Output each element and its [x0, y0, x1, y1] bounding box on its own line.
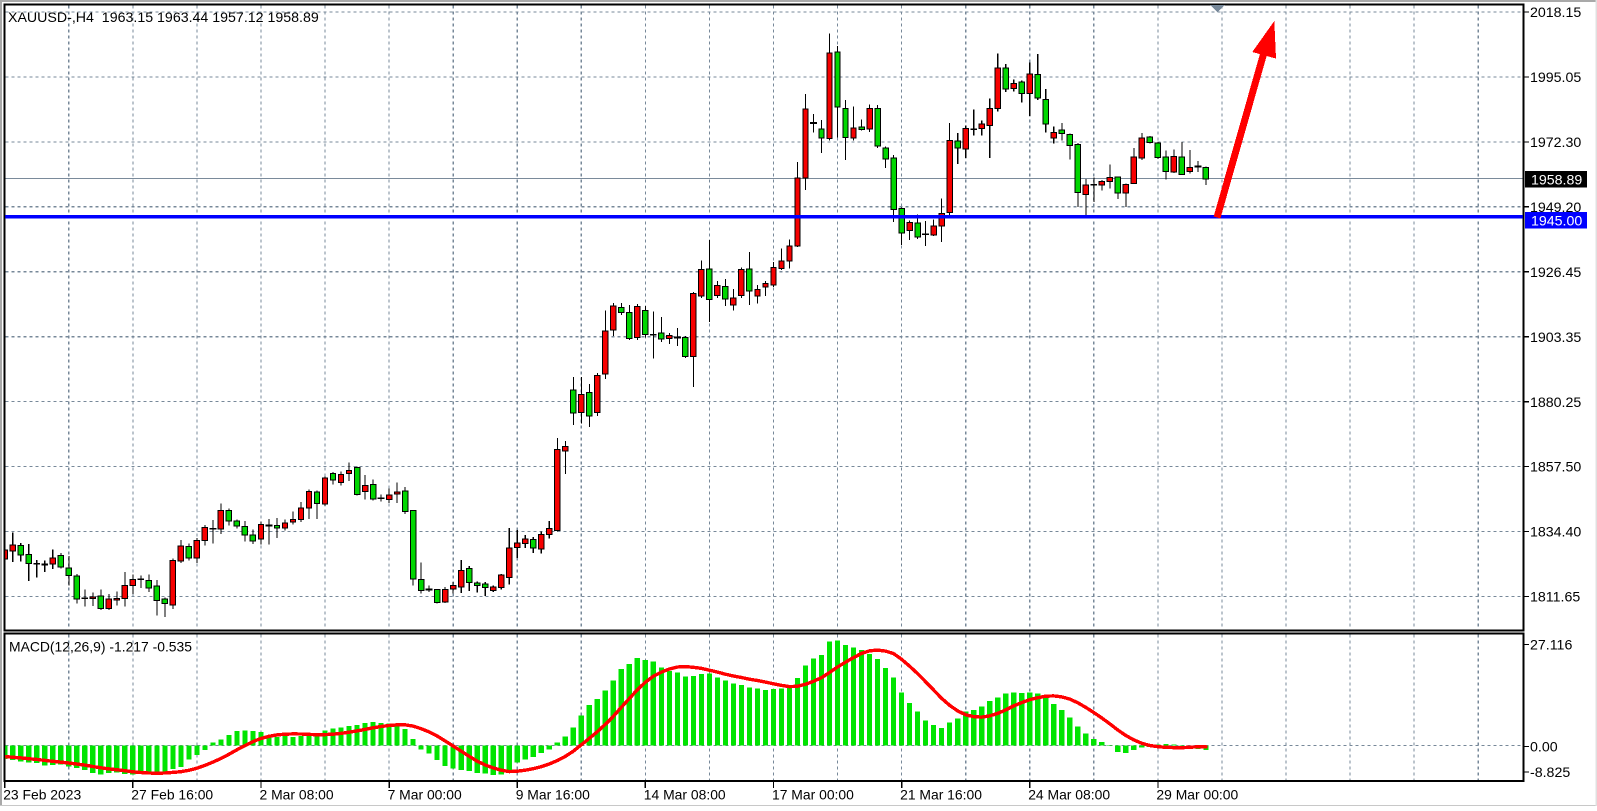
svg-text:7 Mar 00:00: 7 Mar 00:00: [388, 787, 462, 803]
svg-text:2018.15: 2018.15: [1530, 5, 1581, 21]
svg-text:9 Mar 16:00: 9 Mar 16:00: [516, 787, 590, 803]
svg-text:17 Mar 00:00: 17 Mar 00:00: [772, 787, 854, 803]
svg-text:1811.65: 1811.65: [1530, 590, 1580, 606]
svg-text:1926.45: 1926.45: [1530, 265, 1581, 281]
svg-text:1903.35: 1903.35: [1530, 330, 1581, 346]
svg-text:1958.89: 1958.89: [1531, 172, 1582, 188]
svg-text:2 Mar 08:00: 2 Mar 08:00: [260, 787, 334, 803]
svg-text:27.116: 27.116: [1530, 638, 1572, 654]
svg-text:1949.20: 1949.20: [1530, 200, 1581, 216]
svg-text:MACD(12,26,9) -1.217 -0.535: MACD(12,26,9) -1.217 -0.535: [9, 639, 192, 655]
svg-text:23 Feb 2023: 23 Feb 2023: [3, 787, 81, 803]
svg-text:1834.40: 1834.40: [1530, 525, 1581, 541]
svg-text:14 Mar 08:00: 14 Mar 08:00: [644, 787, 726, 803]
svg-text:1880.25: 1880.25: [1530, 395, 1581, 411]
svg-text:21 Mar 16:00: 21 Mar 16:00: [900, 787, 982, 803]
svg-text:1972.30: 1972.30: [1530, 135, 1581, 151]
svg-text:1995.05: 1995.05: [1530, 70, 1581, 86]
svg-text:0.00: 0.00: [1530, 740, 1558, 756]
svg-text:1857.50: 1857.50: [1530, 460, 1581, 476]
svg-text:24 Mar 08:00: 24 Mar 08:00: [1028, 787, 1110, 803]
svg-text:29 Mar 00:00: 29 Mar 00:00: [1156, 787, 1238, 803]
svg-text:1945.00: 1945.00: [1531, 214, 1582, 230]
svg-text:XAUUSD-,H4 1963.15 1963.44 19: XAUUSD-,H4 1963.15 1963.44 1957.12 1958.…: [8, 10, 319, 26]
svg-text:27 Feb 16:00: 27 Feb 16:00: [131, 787, 213, 803]
svg-text:-8.825: -8.825: [1530, 765, 1570, 781]
